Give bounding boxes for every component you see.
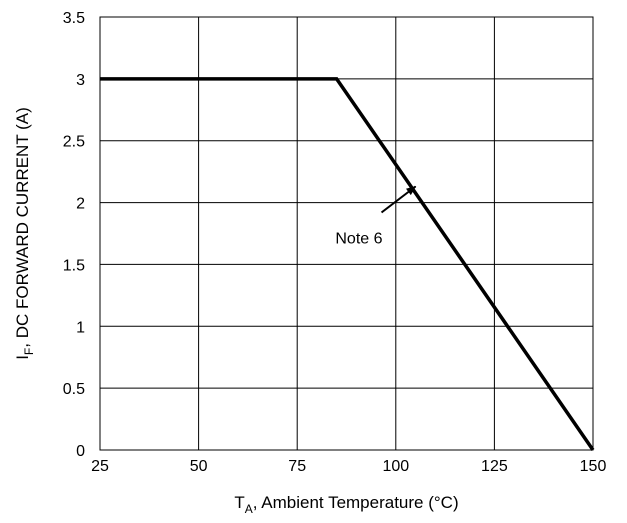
y-tick-label: 1.5: [63, 257, 85, 274]
series-group: [100, 77, 595, 451]
y-tick-label: 3.5: [63, 10, 85, 27]
y-tick-labels: 0 0.5 1 1.5 2 2.5 3 3.5: [63, 10, 85, 460]
y-axis-title-subscript: F: [22, 348, 36, 355]
y-tick-label: 2: [76, 196, 85, 213]
y-tick-label: 0.5: [63, 381, 85, 398]
x-axis-title-main: T: [234, 493, 244, 512]
y-tick-label: 3: [76, 72, 85, 89]
annotation-arrow: [380, 185, 417, 214]
x-tick-label: 125: [481, 458, 508, 475]
y-axis-title: IF, DC FORWARD CURRENT (A): [13, 107, 36, 360]
series-line: [100, 77, 595, 451]
x-axis-title: TA, Ambient Temperature (°C): [234, 493, 458, 516]
x-tick-labels: 25 50 75 100 125 150: [91, 458, 606, 475]
x-tick-label: 100: [382, 458, 409, 475]
x-tick-label: 75: [288, 458, 306, 475]
annotation-label: Note 6: [335, 230, 382, 247]
x-axis-title-rest: , Ambient Temperature (°C): [253, 493, 459, 512]
annotations: Note 6: [335, 185, 417, 247]
x-tick-label: 150: [580, 458, 607, 475]
y-tick-label: 2.5: [63, 134, 85, 151]
y-axis-title-rest: , DC FORWARD CURRENT (A): [13, 107, 32, 348]
y-tick-label: 0: [76, 443, 85, 460]
x-tick-label: 50: [190, 458, 208, 475]
plot-frame: [99, 16, 594, 451]
y-tick-label: 1: [76, 319, 85, 336]
y-axis-title-main: I: [13, 355, 32, 360]
x-tick-label: 25: [91, 458, 109, 475]
x-axis-title-subscript: A: [245, 502, 253, 516]
